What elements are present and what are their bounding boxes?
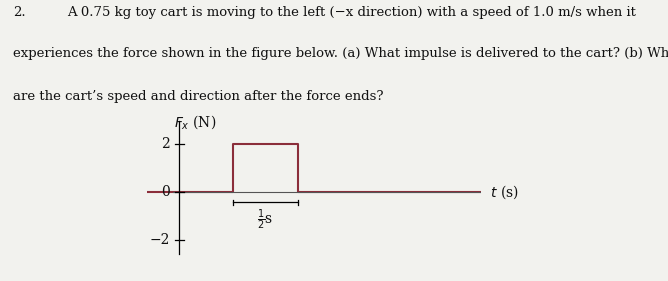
Text: are the cart’s speed and direction after the force ends?: are the cart’s speed and direction after… xyxy=(13,90,384,103)
Text: −2: −2 xyxy=(149,232,170,246)
Text: A 0.75 kg toy cart is moving to the left (−x direction) with a speed of 1.0 m/s : A 0.75 kg toy cart is moving to the left… xyxy=(67,6,636,19)
Text: 2.: 2. xyxy=(13,6,26,19)
Text: 2: 2 xyxy=(161,137,170,151)
Text: 0: 0 xyxy=(161,185,170,199)
Text: $t$ (s): $t$ (s) xyxy=(486,183,520,201)
Text: $F_x$ (N): $F_x$ (N) xyxy=(174,113,216,130)
Text: $\frac{1}{2}$s: $\frac{1}{2}$s xyxy=(257,207,274,232)
Text: experiences the force shown in the figure below. (a) What impulse is delivered t: experiences the force shown in the figur… xyxy=(13,47,668,60)
